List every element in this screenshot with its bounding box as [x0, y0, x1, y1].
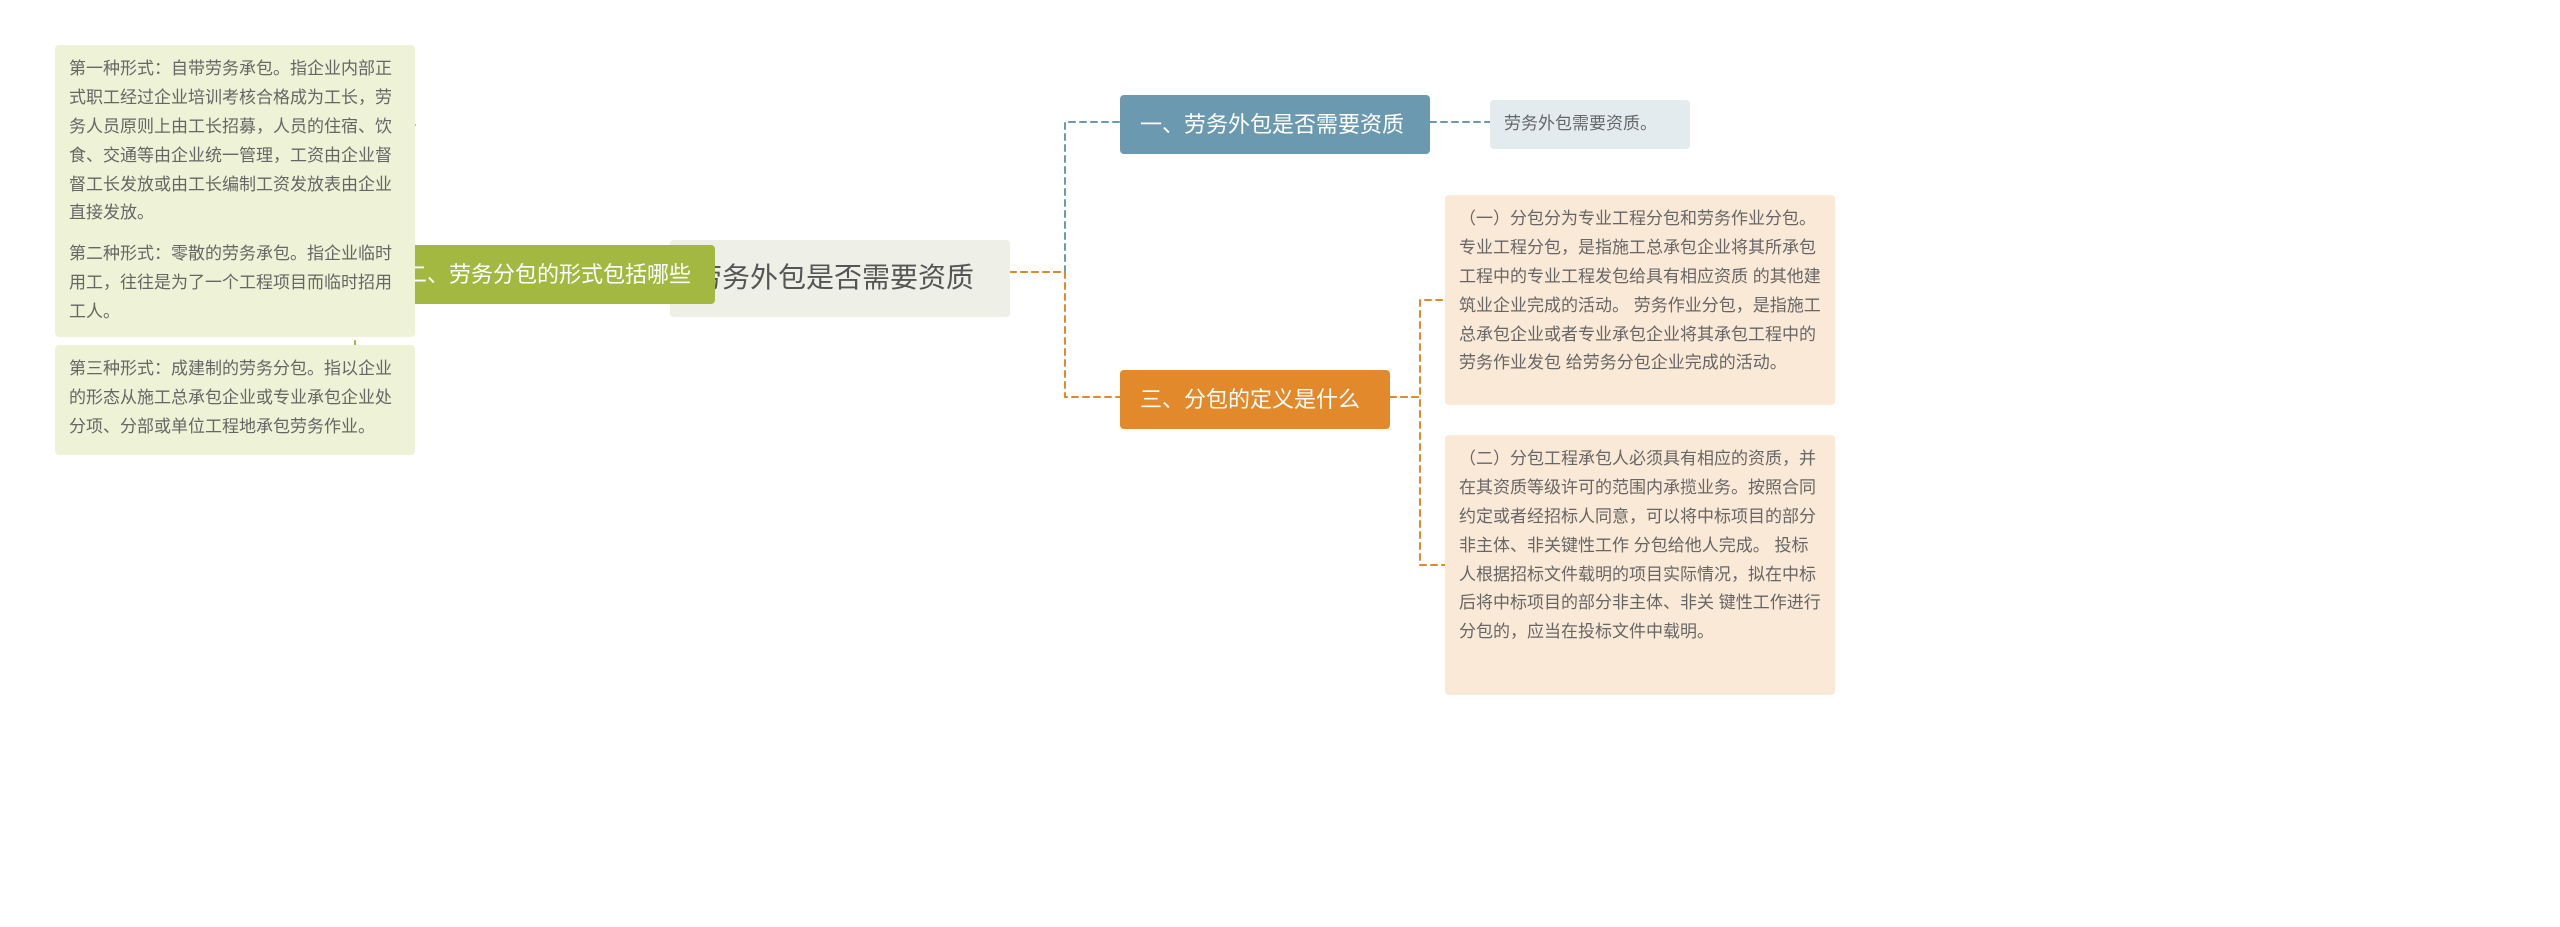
leaf-b2l1[interactable]: 第一种形式：自带劳务承包。指企业内部正式职工经过企业培训考核合格成为工长，劳务人… — [55, 45, 415, 238]
branch-b1[interactable]: 一、劳务外包是否需要资质 — [1120, 95, 1430, 154]
leaf-b2l3[interactable]: 第三种形式：成建制的劳务分包。指以企业的形态从施工总承包企业或专业承包企业处分项… — [55, 345, 415, 455]
leaf-b3l2[interactable]: （二）分包工程承包人必须具有相应的资质，并在其资质等级许可的范围内承揽业务。按照… — [1445, 435, 1835, 695]
leaf-b2l2[interactable]: 第二种形式：零散的劳务承包。指企业临时用工，往往是为了一个工程项目而临时招用工人… — [55, 230, 415, 337]
branch-b3[interactable]: 三、分包的定义是什么 — [1120, 370, 1390, 429]
leaf-b3l1[interactable]: （一）分包分为专业工程分包和劳务作业分包。 专业工程分包，是指施工总承包企业将其… — [1445, 195, 1835, 405]
branch-b2[interactable]: 二、劳务分包的形式包括哪些 — [385, 245, 715, 304]
leaf-b1l1[interactable]: 劳务外包需要资质。 — [1490, 100, 1690, 149]
center-node[interactable]: 劳务外包是否需要资质 — [670, 240, 1010, 317]
